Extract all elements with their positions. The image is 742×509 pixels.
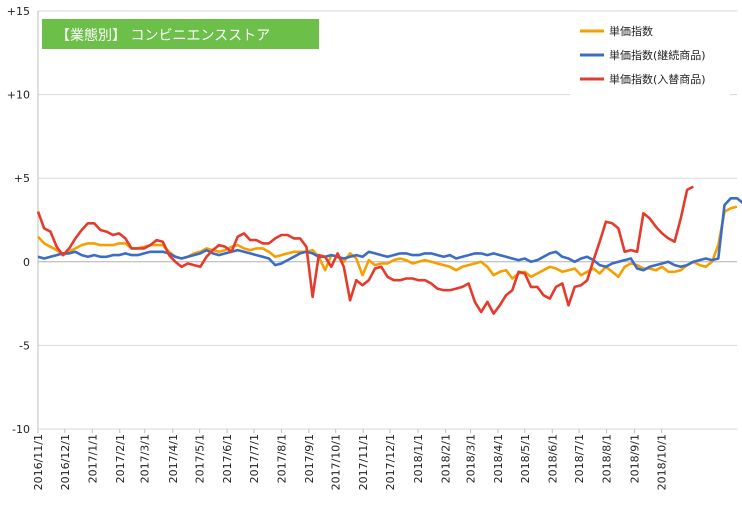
y-tick-label: +10 bbox=[7, 89, 30, 102]
x-tick-label: 2018/9/1 bbox=[629, 434, 642, 483]
y-axis-ticks: +15 +10 +5 0 -5 -10 bbox=[7, 5, 30, 436]
legend-label: 単価指数(入替商品) bbox=[609, 72, 706, 86]
legend-label: 単価指数(継続商品) bbox=[609, 48, 706, 62]
chart-title: 【業態別】 コンビニエンスストア bbox=[42, 19, 319, 49]
x-tick-label: 2018/10/1 bbox=[655, 434, 668, 490]
x-tick-label: 2017/2/1 bbox=[114, 434, 127, 483]
x-tick-label: 2017/4/1 bbox=[167, 434, 180, 483]
x-tick-label: 2018/4/1 bbox=[492, 434, 505, 483]
x-tick-label: 2017/11/1 bbox=[357, 434, 370, 490]
x-tick-label: 2017/12/1 bbox=[384, 434, 397, 490]
series-lines bbox=[36, 185, 742, 315]
x-axis-ticks: 2016/11/1 2016/12/1 2017/1/1 2017/2/1 2017/3… bbox=[32, 429, 668, 490]
series-line-1 bbox=[37, 205, 738, 280]
x-tick-label: 2018/5/1 bbox=[519, 434, 532, 483]
x-tick-label: 2017/9/1 bbox=[303, 434, 316, 483]
y-tick-label: -5 bbox=[19, 339, 30, 352]
y-tick-label: +15 bbox=[7, 5, 30, 18]
x-tick-label: 2018/1/1 bbox=[412, 434, 425, 483]
chart-title-text: 【業態別】 コンビニエンスストア bbox=[56, 28, 270, 44]
y-tick-label: +5 bbox=[14, 172, 30, 185]
x-tick-label: 2017/7/1 bbox=[248, 434, 261, 483]
x-tick-label: 2018/7/1 bbox=[573, 434, 586, 483]
x-tick-label: 2018/2/1 bbox=[440, 434, 453, 483]
x-tick-label: 2017/5/1 bbox=[194, 434, 207, 483]
x-tick-label: 2017/3/1 bbox=[139, 434, 152, 483]
x-tick-label: 2017/8/1 bbox=[275, 434, 288, 483]
x-tick-label: 2018/8/1 bbox=[601, 434, 614, 483]
x-tick-label: 2018/3/1 bbox=[465, 434, 478, 483]
x-tick-label: 2017/1/1 bbox=[86, 434, 99, 483]
y-tick-label: 0 bbox=[23, 256, 30, 269]
y-tick-label: -10 bbox=[12, 423, 30, 436]
chart-title-background bbox=[42, 19, 319, 49]
x-tick-label: 2016/12/1 bbox=[59, 434, 72, 490]
x-tick-label: 2018/6/1 bbox=[546, 434, 559, 483]
series-line-3 bbox=[36, 185, 694, 315]
legend-label: 単価指数 bbox=[609, 24, 653, 38]
x-tick-label: 2017/6/1 bbox=[221, 434, 234, 483]
series-line-2 bbox=[37, 197, 742, 272]
x-tick-label: 2017/10/1 bbox=[330, 434, 343, 490]
gridlines bbox=[37, 10, 737, 430]
x-tick-label: 2016/11/1 bbox=[32, 434, 45, 490]
